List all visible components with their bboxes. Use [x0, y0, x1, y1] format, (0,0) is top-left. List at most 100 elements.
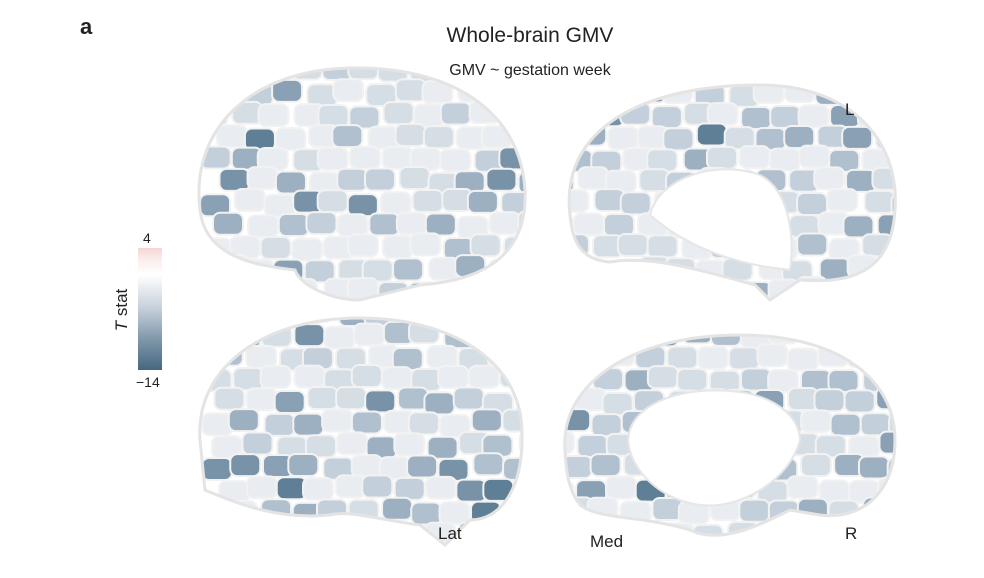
parcel	[813, 166, 846, 191]
parcel	[888, 147, 918, 169]
parcel	[878, 345, 908, 367]
parcel	[338, 521, 368, 543]
parcel	[695, 303, 725, 325]
parcel	[257, 103, 290, 128]
parcel	[602, 212, 635, 237]
parcel	[902, 84, 932, 106]
parcel	[216, 81, 246, 103]
parcel	[668, 300, 698, 322]
parcel	[235, 58, 265, 80]
parcel	[204, 58, 234, 80]
parcel	[331, 124, 364, 149]
parcel	[427, 304, 457, 326]
parcel	[802, 322, 832, 344]
parcel	[904, 213, 934, 235]
parcel	[708, 58, 738, 80]
parcel	[199, 276, 232, 300]
parcel	[323, 325, 356, 350]
parcel	[548, 256, 578, 278]
parcel	[527, 278, 557, 300]
parcel	[528, 414, 558, 436]
parcel	[515, 524, 545, 546]
parcel	[421, 318, 454, 323]
parcel	[843, 79, 873, 101]
parcel	[889, 60, 919, 82]
parcel	[588, 58, 618, 80]
parcel	[321, 408, 354, 433]
parcel	[865, 59, 895, 81]
parcel	[711, 58, 741, 80]
parcel	[619, 281, 649, 303]
parcel	[684, 542, 714, 564]
parcel	[739, 60, 769, 82]
parcel	[231, 59, 261, 81]
parcel	[367, 525, 397, 547]
parcel	[607, 126, 640, 151]
parcel	[544, 304, 574, 326]
parcel	[288, 546, 318, 568]
parcel	[655, 59, 685, 81]
parcel	[617, 61, 647, 83]
parcel	[528, 545, 558, 567]
parcel	[648, 57, 678, 79]
parcel	[646, 234, 679, 259]
parcel	[557, 544, 587, 566]
parcel	[757, 303, 787, 325]
parcel	[906, 126, 936, 148]
parcel	[471, 277, 504, 300]
parcel	[425, 475, 458, 500]
parcel	[484, 522, 514, 544]
parcel	[797, 104, 830, 129]
parcel	[728, 346, 761, 371]
parcel	[889, 500, 919, 522]
parcel	[350, 410, 383, 435]
parcel	[213, 84, 243, 106]
parcel	[843, 389, 876, 414]
parcel	[470, 547, 500, 569]
parcel	[499, 103, 526, 128]
parcel	[842, 214, 875, 239]
parcel	[488, 211, 521, 236]
parcel	[496, 325, 523, 350]
parcel	[813, 521, 846, 536]
parcel	[738, 543, 768, 565]
parcel	[682, 282, 712, 304]
parcel	[832, 543, 862, 565]
parcel	[887, 62, 917, 84]
parcel	[909, 127, 939, 149]
parcel	[332, 78, 365, 103]
parcel	[409, 232, 442, 257]
parcel	[502, 544, 523, 545]
parcel	[640, 302, 670, 324]
parcel	[500, 545, 530, 567]
parcel	[527, 321, 557, 343]
parcel	[662, 127, 695, 152]
parcel	[245, 475, 278, 500]
parcel	[625, 325, 655, 347]
parcel	[365, 525, 395, 547]
parcel	[592, 367, 625, 392]
parcel	[769, 546, 799, 568]
parcel	[397, 301, 427, 323]
parcel	[864, 547, 894, 569]
parcel	[831, 60, 861, 82]
parcel	[865, 278, 895, 300]
parcel	[860, 277, 890, 299]
parcel	[886, 369, 895, 394]
parcel	[489, 81, 519, 103]
parcel	[263, 543, 296, 545]
parcel	[498, 59, 528, 81]
parcel	[259, 59, 289, 81]
label-medial: Med	[590, 532, 624, 551]
parcel	[316, 146, 349, 171]
parcel	[789, 303, 819, 325]
parcel	[814, 303, 844, 325]
parcel	[482, 318, 515, 324]
parcel	[351, 541, 381, 563]
parcel	[650, 105, 683, 130]
parcel	[893, 150, 923, 172]
parcel	[530, 235, 560, 257]
parcel	[549, 128, 579, 150]
parcel	[287, 452, 320, 477]
parcel	[364, 522, 397, 545]
